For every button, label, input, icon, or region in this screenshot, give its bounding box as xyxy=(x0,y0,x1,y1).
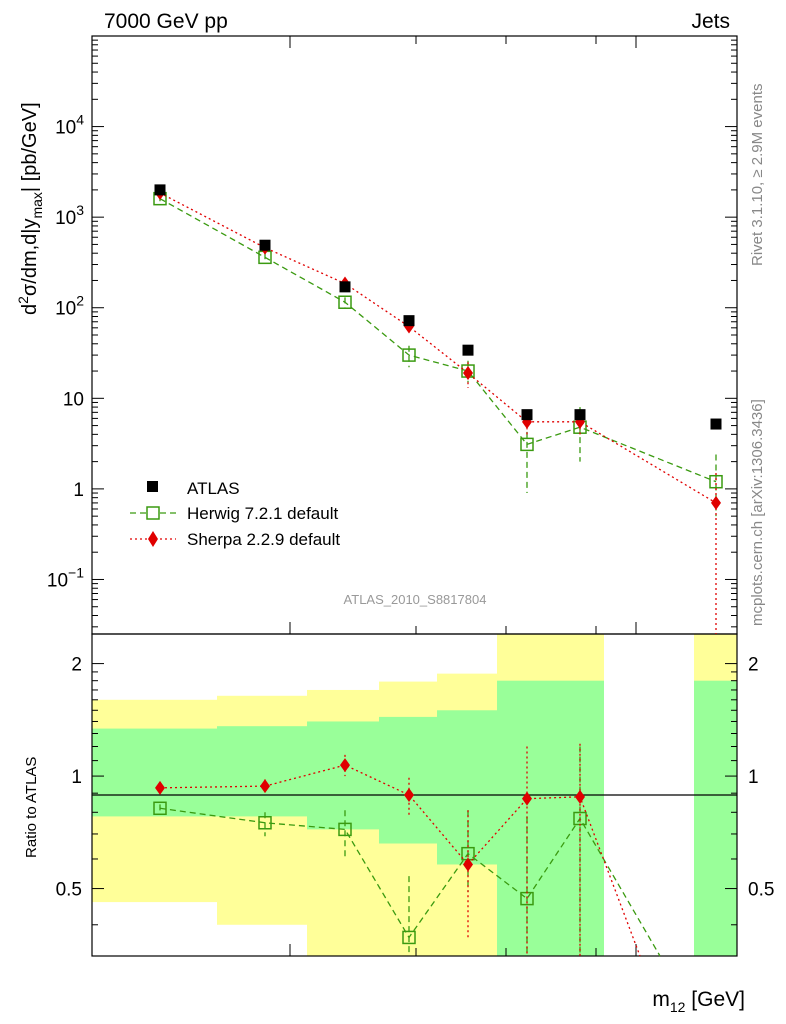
legend-herwig-marker xyxy=(146,506,160,520)
sherpa-ratio-point xyxy=(522,791,532,806)
legend: ATLAS Herwig 7.2.1 default Sherpa 2.2.9 … xyxy=(130,479,340,549)
herwig-ratio-point xyxy=(258,816,272,830)
sherpa-ratio-point xyxy=(404,787,414,802)
atlas-main-point xyxy=(403,315,415,327)
rivet-label: Rivet 3.1.10, ≥ 2.9M events xyxy=(749,84,766,267)
ratio-y-ticks: 0.5 0.5 1 1 2 2 xyxy=(56,655,774,926)
legend-atlas-marker xyxy=(147,481,158,492)
herwig-main-point xyxy=(520,437,534,452)
herwig-main-point xyxy=(709,474,723,489)
ylabel-sup: 2 xyxy=(15,296,31,304)
atlas-main-point xyxy=(154,184,166,196)
sherpa-ratio-point xyxy=(155,780,165,795)
legend-sherpa-marker xyxy=(148,531,158,547)
mcplots-label: mcplots.cern.ch [arXiv:1306.3436] xyxy=(749,399,766,626)
x-axis-label: m12 [GeV] xyxy=(652,988,745,1015)
green-band-3 xyxy=(379,716,437,844)
header-left-label: 7000 GeV pp xyxy=(104,10,228,33)
xlabel-tail: [GeV] xyxy=(685,988,745,1011)
sherpa-main-point xyxy=(463,366,473,381)
xlabel-sub: 12 xyxy=(670,999,686,1015)
ratio-y-tick-label-left: 0.5 xyxy=(56,880,82,901)
sherpa-main-line xyxy=(159,192,717,504)
green-band-5 xyxy=(497,680,604,956)
herwig-ratio-line xyxy=(159,807,661,957)
herwig-main-point xyxy=(338,295,352,309)
sherpa-main-point xyxy=(711,495,721,510)
sherpa-ratio-point xyxy=(340,758,350,773)
legend-atlas-label: ATLAS xyxy=(187,479,240,498)
ratio-data-layer xyxy=(153,743,661,957)
main-y-tick-label: 1 xyxy=(73,480,84,501)
sherpa-ratio-point xyxy=(260,779,270,794)
ratio-y-tick-label-left: 2 xyxy=(71,655,82,676)
herwig-main-point xyxy=(402,348,416,362)
main-y-tick-label: 104 xyxy=(55,112,84,139)
main-y-tick-label: 102 xyxy=(55,293,84,320)
sherpa-ratio-point xyxy=(463,857,473,872)
main-y-ticks: 10−1 1 10 102 103 104 xyxy=(47,39,737,628)
atlas-main-point xyxy=(574,409,586,421)
main-y-tick-label: 10−1 xyxy=(47,564,84,591)
ratio-y-tick-label-right: 2 xyxy=(748,655,759,676)
herwig-ratio-point xyxy=(338,822,352,837)
main-y-tick-label: 10 xyxy=(63,389,84,410)
herwig-ratio-point xyxy=(402,930,416,945)
ylabel-d: d xyxy=(19,304,41,315)
xlabel-main: m xyxy=(652,988,670,1011)
main-data-layer xyxy=(153,184,723,634)
main-y-tick-label: 103 xyxy=(55,202,84,229)
herwig-ratio-point xyxy=(153,801,167,816)
atlas-main-point xyxy=(521,409,533,421)
ratio-y-tick-label-left: 1 xyxy=(71,767,82,788)
atlas-main-point xyxy=(462,344,474,356)
legend-sherpa-label: Sherpa 2.2.9 default xyxy=(187,530,340,549)
ratio-y-axis-label: Ratio to ATLAS xyxy=(23,757,40,858)
ratio-y-tick-label-right: 0.5 xyxy=(748,880,774,901)
herwig-main-line xyxy=(159,198,717,483)
green-band-1 xyxy=(217,726,307,817)
analysis-watermark: ATLAS_2010_S8817804 xyxy=(344,592,487,607)
ylabel-tail: | [pb/GeV] xyxy=(19,102,41,192)
atlas-main-point xyxy=(339,281,351,293)
ratio-y-tick-label-right: 1 xyxy=(748,767,759,788)
atlas-main-point xyxy=(259,239,271,251)
ylabel-main: σ/dm,d|y xyxy=(19,219,41,297)
main-y-axis-label: d2σ/dm,d|ymax| [pb/GeV] xyxy=(15,102,45,315)
sherpa-ratio-point xyxy=(575,789,585,804)
ylabel-sub: max xyxy=(29,192,45,218)
x-ticks xyxy=(289,36,637,956)
green-band-2 xyxy=(307,721,379,830)
atlas-main-point xyxy=(710,418,722,430)
green-band-6 xyxy=(694,680,737,956)
legend-herwig-label: Herwig 7.2.1 default xyxy=(187,504,338,523)
header-right-label: Jets xyxy=(691,10,730,33)
